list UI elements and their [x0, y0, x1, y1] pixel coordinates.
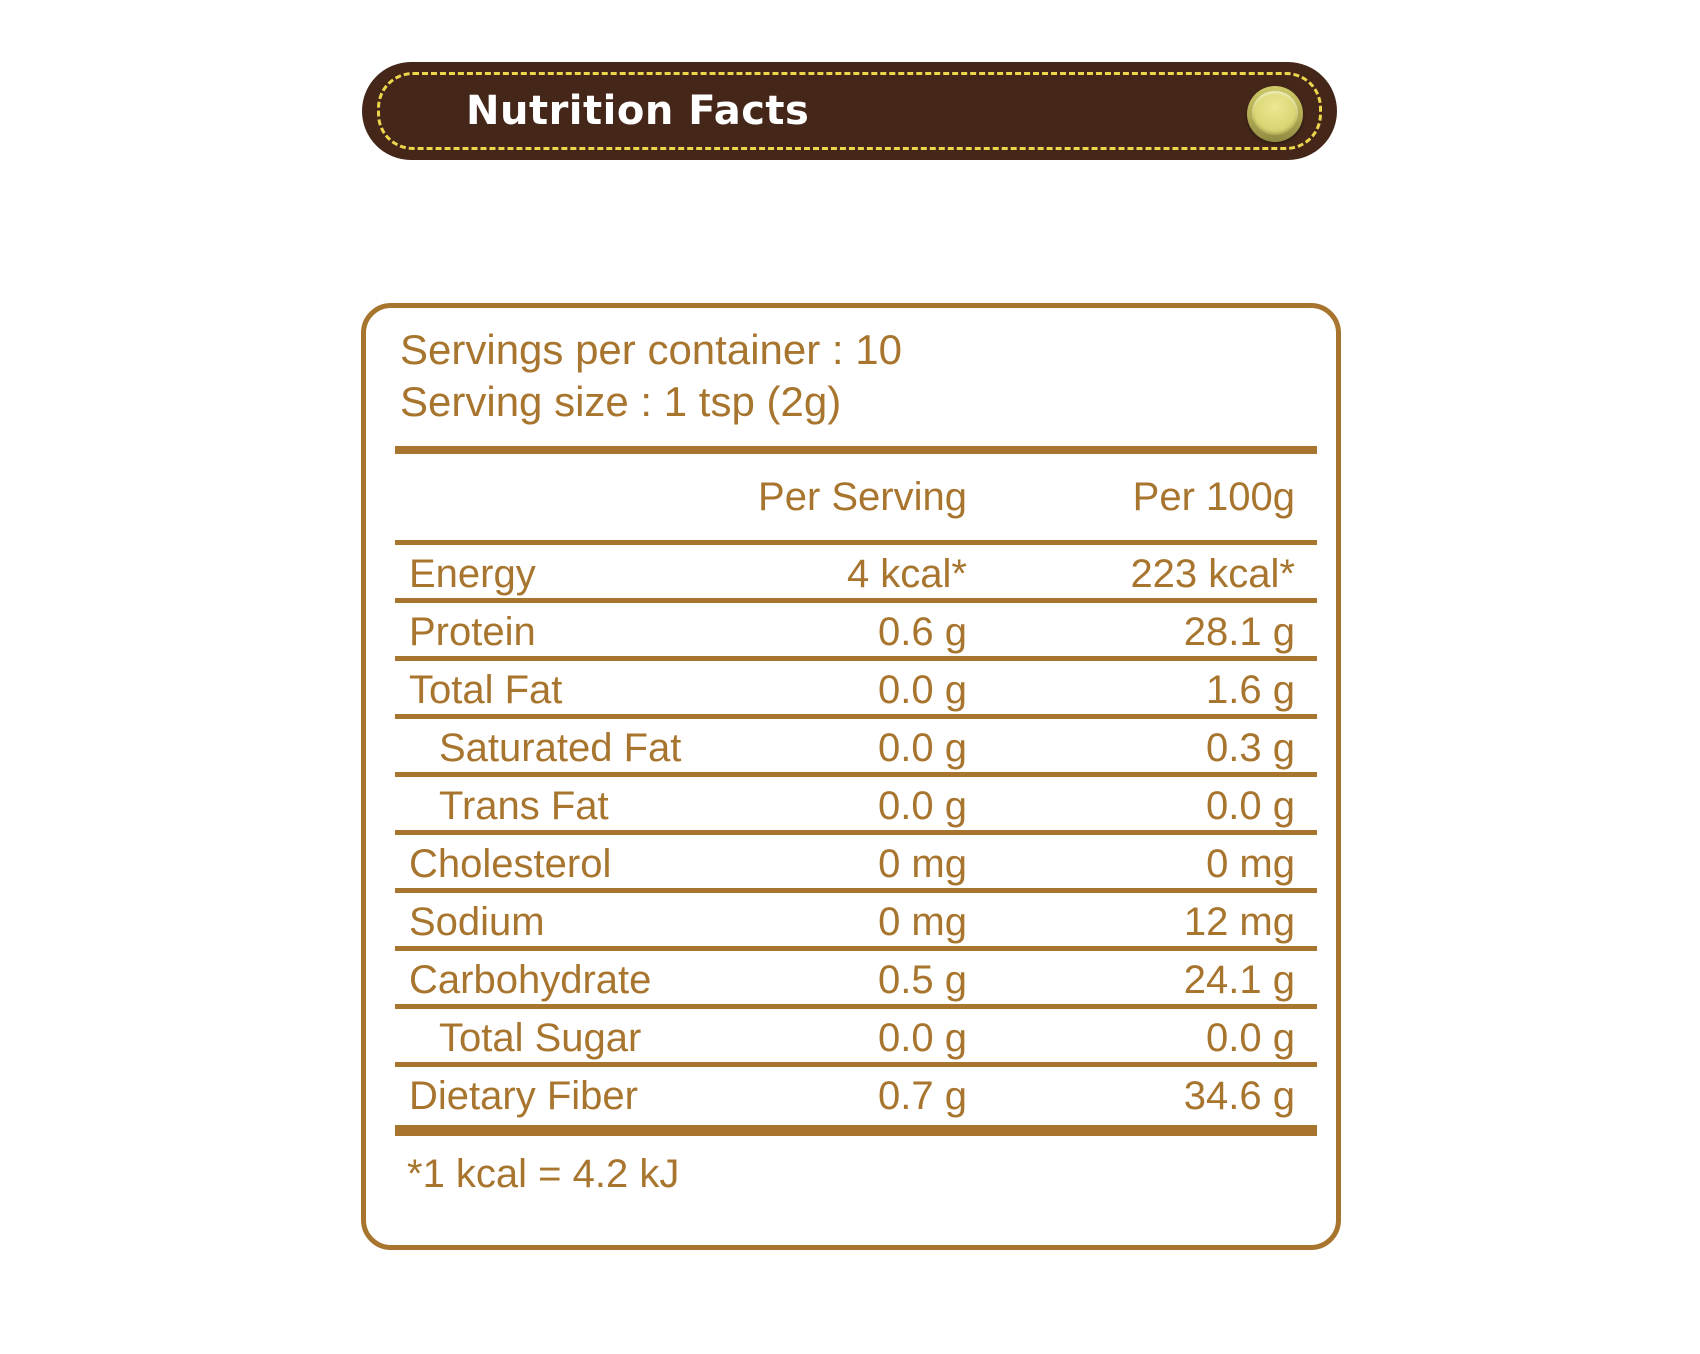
kcal-footnote: *1 kcal = 4.2 kJ	[407, 1152, 680, 1196]
row-value-per-serving: 4 kcal*	[846, 552, 967, 596]
snap-button-inner-icon	[1252, 91, 1298, 135]
divider-thick	[395, 446, 1317, 454]
table-row-cholesterol: Cholesterol 0 mg 0 mg	[395, 835, 1317, 893]
table-row-saturated-fat: Saturated Fat 0.0 g 0.3 g	[395, 719, 1317, 777]
table-body: Per Serving Per 100g Energy 4 kcal* 223 …	[395, 446, 1317, 1198]
row-label: Saturated Fat	[439, 726, 682, 770]
table-row-dietary-fiber: Dietary Fiber 0.7 g 34.6 g	[395, 1067, 1317, 1125]
snap-button-icon	[1247, 86, 1303, 142]
row-value-per-100g: 28.1 g	[1183, 610, 1295, 654]
row-label: Total Sugar	[439, 1016, 642, 1060]
servings-per-container-line: Servings per container : 10	[400, 326, 902, 373]
header-banner: Nutrition Facts	[362, 62, 1337, 160]
divider-bottom-bar	[395, 1125, 1317, 1136]
table-row-protein: Protein 0.6 g 28.1 g	[395, 603, 1317, 661]
row-value-per-100g: 12 mg	[1183, 900, 1295, 944]
row-value-per-100g: 0.0 g	[1206, 784, 1295, 828]
row-value-per-serving: 0 mg	[878, 900, 967, 944]
row-value-per-serving: 0.0 g	[878, 668, 967, 712]
table-header-row: Per Serving Per 100g	[395, 454, 1317, 540]
nutrient-rows: Energy 4 kcal* 223 kcal* Protein 0.6 g 2…	[395, 540, 1317, 1125]
serving-info: Servings per container : 10 Serving size…	[366, 324, 1336, 428]
row-value-per-serving: 0.7 g	[878, 1074, 967, 1118]
column-header-per-serving: Per Serving	[758, 475, 967, 519]
nutrition-facts-panel: Servings per container : 10 Serving size…	[361, 303, 1341, 1250]
row-value-per-serving: 0 mg	[878, 842, 967, 886]
row-value-per-100g: 34.6 g	[1183, 1074, 1295, 1118]
row-label: Energy	[409, 552, 536, 596]
row-value-per-serving: 0.0 g	[878, 726, 967, 770]
page-title: Nutrition Facts	[466, 88, 810, 134]
row-label: Trans Fat	[439, 784, 609, 828]
row-value-per-100g: 0.0 g	[1206, 1016, 1295, 1060]
row-value-per-100g: 0 mg	[1206, 842, 1295, 886]
column-header-per-100g: Per 100g	[1132, 475, 1295, 519]
table-row-total-fat: Total Fat 0.0 g 1.6 g	[395, 661, 1317, 719]
serving-size-line: Serving size : 1 tsp (2g)	[400, 378, 842, 425]
table-row-total-sugar: Total Sugar 0.0 g 0.0 g	[395, 1009, 1317, 1067]
row-value-per-100g: 0.3 g	[1206, 726, 1295, 770]
row-value-per-serving: 0.5 g	[878, 958, 967, 1002]
row-value-per-serving: 0.0 g	[878, 1016, 967, 1060]
table-row-carbohydrate: Carbohydrate 0.5 g 24.1 g	[395, 951, 1317, 1009]
row-value-per-serving: 0.0 g	[878, 784, 967, 828]
row-label: Dietary Fiber	[409, 1074, 638, 1118]
row-value-per-100g: 223 kcal*	[1130, 552, 1295, 596]
row-value-per-serving: 0.6 g	[878, 610, 967, 654]
row-label: Protein	[409, 610, 536, 654]
row-label: Sodium	[409, 900, 545, 944]
row-value-per-100g: 24.1 g	[1183, 958, 1295, 1002]
table-row-trans-fat: Trans Fat 0.0 g 0.0 g	[395, 777, 1317, 835]
table-row-sodium: Sodium 0 mg 12 mg	[395, 893, 1317, 951]
row-label: Total Fat	[409, 668, 563, 712]
row-label: Carbohydrate	[409, 958, 652, 1002]
row-value-per-100g: 1.6 g	[1206, 668, 1295, 712]
row-label: Cholesterol	[409, 842, 612, 886]
table-row-energy: Energy 4 kcal* 223 kcal*	[395, 545, 1317, 603]
